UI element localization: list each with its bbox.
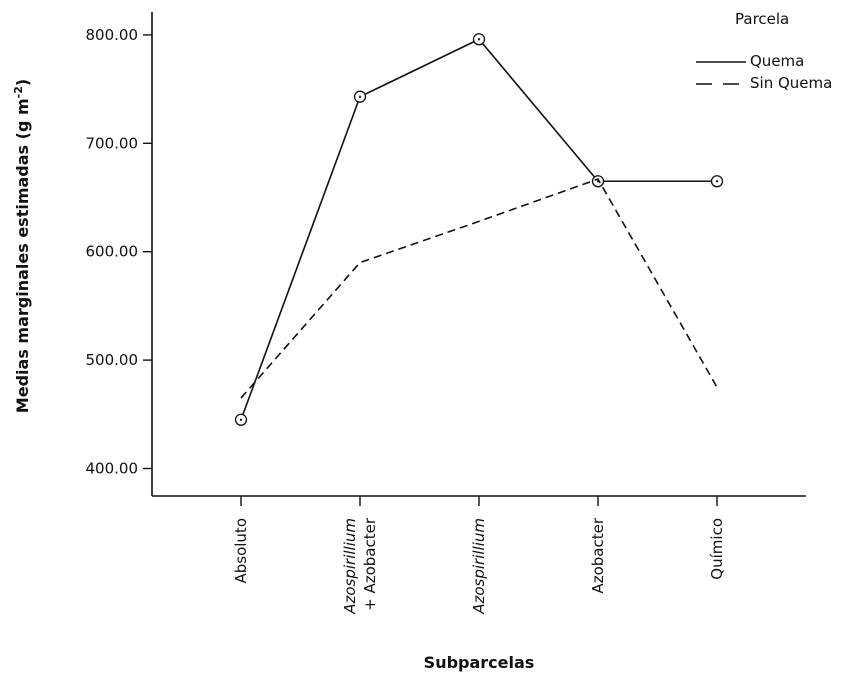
y-tick-label: 600.00	[86, 243, 139, 261]
legend-label-sin-quema: Sin Quema	[750, 74, 832, 92]
x-ticks: Absoluto Azospirillium + Azobacter Azospiri…	[232, 496, 726, 615]
y-tick-label: 500.00	[86, 351, 139, 369]
x-axis-title: Subparcelas	[424, 653, 535, 672]
x-tick-label: Químico	[708, 518, 726, 580]
data-point-center	[358, 95, 362, 98]
data-point-center	[715, 180, 719, 183]
series-group	[234, 33, 724, 426]
x-tick-label: Azospirillium	[470, 518, 488, 615]
x-tick-label: Azospirillium	[341, 518, 359, 615]
y-ticks: 400.00 500.00 600.00 700.00 800.00	[86, 26, 152, 478]
y-axis-title: Medias marginales estimadas (g m-2)	[12, 79, 32, 413]
x-tick-label: Azobacter	[589, 517, 607, 593]
data-point-center	[477, 38, 481, 41]
y-axis-title-close: )	[13, 79, 32, 86]
y-tick-label: 700.00	[86, 134, 139, 152]
y-axis-title-superscript: -2	[12, 86, 25, 98]
x-tick-label: + Azobacter	[361, 517, 379, 611]
y-tick-label: 800.00	[86, 26, 139, 44]
series-line-quema	[240, 38, 717, 420]
series-line-sin-quema	[240, 178, 718, 399]
legend-label-quema: Quema	[750, 52, 804, 70]
legend-title: Parcela	[735, 10, 789, 28]
x-tick-label: Absoluto	[232, 518, 250, 584]
data-point-center	[239, 418, 243, 421]
y-axis-title-main: Medias marginales estimadas (g m	[13, 98, 32, 413]
legend: Parcela Quema Sin Quema	[696, 10, 832, 92]
y-tick-label: 400.00	[86, 460, 139, 478]
